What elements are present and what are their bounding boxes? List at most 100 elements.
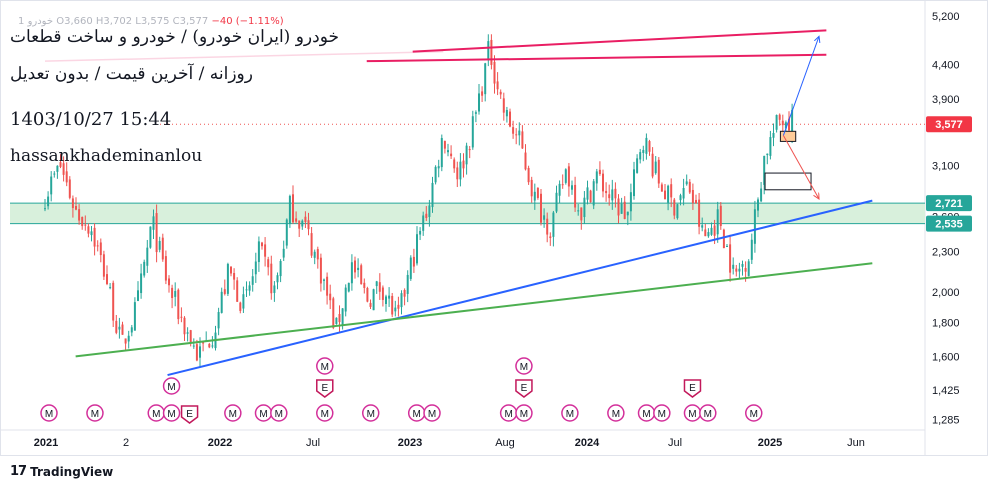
candle-body xyxy=(546,218,549,235)
candle-body xyxy=(357,267,360,271)
candle-body xyxy=(195,344,198,361)
event-badge-m-icon xyxy=(86,404,104,422)
candle-body xyxy=(478,93,480,112)
tradingview-logo-icon: 17 xyxy=(10,464,27,479)
candle-body xyxy=(555,192,558,212)
event-badge-label: M xyxy=(229,409,237,420)
candle-body xyxy=(332,298,335,328)
candle-body xyxy=(660,184,663,192)
candle-body xyxy=(59,162,62,167)
candle-body xyxy=(611,189,614,201)
candle-body xyxy=(735,268,738,272)
candle-body xyxy=(636,158,639,173)
event-badge-m-icon xyxy=(162,404,181,422)
candle-body xyxy=(130,327,133,333)
candle-body xyxy=(223,289,226,294)
candle-body xyxy=(639,152,642,160)
event-badge-m-icon xyxy=(316,404,334,422)
time-tick-label: 2024 xyxy=(575,437,600,449)
candle-body xyxy=(716,209,719,235)
ohlc-high: H3,702 xyxy=(95,16,133,27)
projection-up-target xyxy=(782,36,819,136)
candle-body xyxy=(381,287,384,300)
candle-body xyxy=(695,199,697,204)
trendline-pink-lower xyxy=(366,53,827,63)
candle-body xyxy=(654,161,657,174)
candle-body xyxy=(363,282,366,288)
candle-body xyxy=(425,213,428,219)
candle-body xyxy=(366,288,369,302)
candle-body xyxy=(552,212,555,237)
candle-body xyxy=(676,204,679,219)
candle-body xyxy=(487,41,490,61)
candle-body xyxy=(524,152,527,170)
candle-body xyxy=(406,274,409,294)
candle-body xyxy=(769,137,772,156)
event-badge-label: E xyxy=(689,383,696,394)
candle-body xyxy=(270,263,273,294)
event-badge-label: M xyxy=(91,409,99,420)
price-tick-label: 1,425 xyxy=(932,385,960,397)
candle-body xyxy=(313,251,316,258)
candle-body xyxy=(527,167,530,183)
candle-body xyxy=(335,317,338,324)
box-resistance-box xyxy=(764,172,812,191)
candle-body xyxy=(474,112,477,114)
candle-body xyxy=(741,264,744,267)
event-badge-label: M xyxy=(612,409,620,420)
time-tick-label: Jul xyxy=(306,437,320,449)
candle-body xyxy=(450,153,453,157)
candle-body xyxy=(174,291,177,297)
candle-body xyxy=(62,163,65,175)
candle-body xyxy=(608,194,611,199)
candle-body xyxy=(245,289,248,291)
candle-body xyxy=(558,183,561,196)
candle-body xyxy=(199,346,201,358)
event-badge-label: M xyxy=(704,409,712,420)
candle-body xyxy=(459,161,462,180)
time-tick-label: 2021 xyxy=(34,437,58,449)
candle-body xyxy=(236,280,239,302)
candle-body xyxy=(56,165,59,172)
ohlc-symbol: خودرو xyxy=(27,16,54,27)
candle-body xyxy=(729,244,732,273)
event-badge-label: M xyxy=(642,409,650,420)
event-badge-m-icon xyxy=(745,404,763,422)
candle-body xyxy=(719,205,722,227)
candle-body xyxy=(642,149,645,153)
candle-body xyxy=(760,188,763,202)
candle-body xyxy=(127,335,130,342)
candle-body xyxy=(598,169,601,175)
candle-body xyxy=(385,296,387,305)
candle-body xyxy=(468,149,471,151)
candlesticks xyxy=(44,34,794,368)
event-badge-label: M xyxy=(321,362,329,373)
support-zone xyxy=(10,203,925,224)
candle-body xyxy=(781,120,784,126)
candle-body xyxy=(691,189,694,204)
candle-body xyxy=(766,153,769,156)
candle-body xyxy=(651,153,654,177)
candle-body xyxy=(586,187,589,200)
candle-body xyxy=(106,274,108,285)
candle-body xyxy=(778,114,781,120)
event-badge-m-icon xyxy=(653,404,671,422)
candle-body xyxy=(220,291,223,313)
candle-body xyxy=(791,109,794,135)
candle-body xyxy=(592,181,595,206)
candle-body xyxy=(180,316,183,318)
candle-body xyxy=(571,185,573,190)
price-tick-label: 2,300 xyxy=(932,247,960,259)
candle-body xyxy=(338,314,341,323)
candle-body xyxy=(323,279,325,281)
candle-body xyxy=(490,39,493,65)
candle-body xyxy=(704,229,707,237)
candle-body xyxy=(316,249,319,260)
tradingview-watermark[interactable]: 17 TradingView xyxy=(10,464,113,479)
candle-body xyxy=(292,194,294,223)
candle-body xyxy=(657,159,660,184)
candle-body xyxy=(400,293,403,308)
candle-body xyxy=(115,320,118,333)
candle-body xyxy=(93,227,96,247)
